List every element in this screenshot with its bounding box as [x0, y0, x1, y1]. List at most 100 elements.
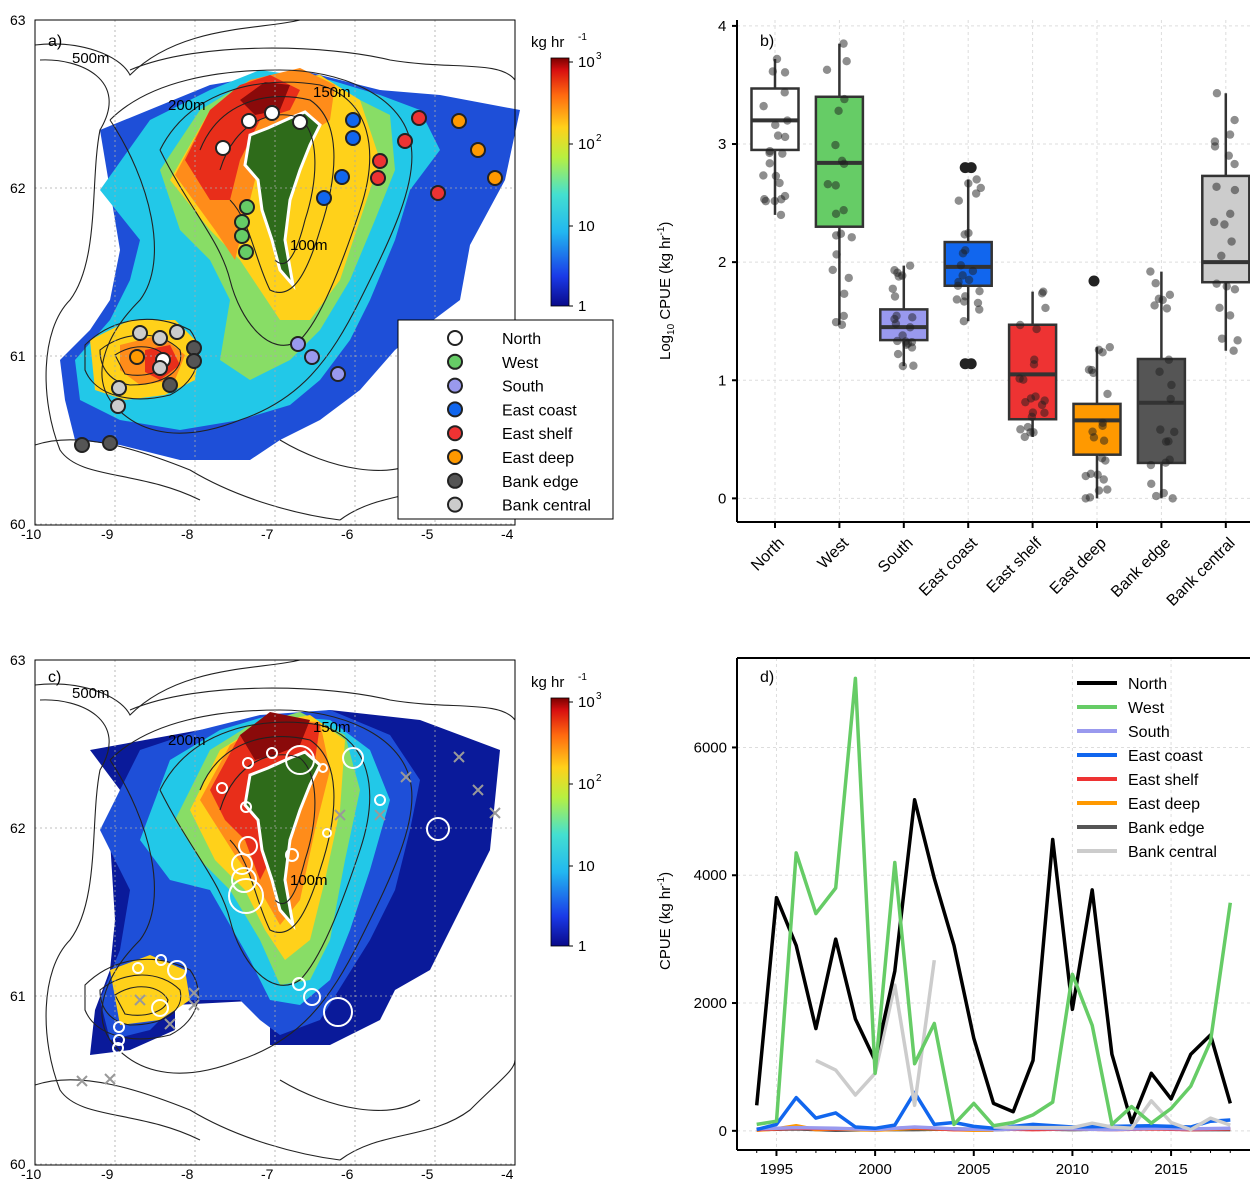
- map-y-tick: 60: [10, 516, 26, 532]
- data-point: [772, 54, 782, 64]
- station-marker: [451, 113, 467, 129]
- data-point: [1226, 209, 1235, 218]
- panel-a-map: 500m 200m 150m 100m -10 -9 -8 -7 -6 -5 -4 63 62 61 60 k…: [10, 12, 614, 542]
- box-7: [1201, 89, 1250, 355]
- panel-a-label: a): [48, 33, 62, 50]
- series-line-north: [754, 798, 1232, 1125]
- map-x-tick: -4: [501, 526, 514, 542]
- contour-label: 500m: [72, 685, 110, 702]
- y-tick-label: 6000: [694, 739, 727, 756]
- data-point: [1151, 491, 1161, 501]
- data-point: [1230, 185, 1240, 195]
- cpue-circle: [342, 747, 364, 769]
- zero-catch-cross: [134, 994, 146, 1006]
- colorbar-tick-label: 1: [578, 298, 586, 315]
- legend-label: East deep: [1128, 796, 1200, 813]
- y-axis-title: CPUE (kg hr-1): [656, 872, 674, 970]
- colorbar-tick-label: 10: [578, 218, 595, 235]
- contour-label: 150m: [313, 719, 351, 736]
- data-point: [1151, 279, 1160, 288]
- data-point: [1029, 428, 1038, 437]
- colorbar-title: kg hr: [531, 34, 564, 51]
- data-point: [780, 68, 790, 77]
- contour-500m-west: [39, 699, 201, 1141]
- station-marker: [102, 435, 118, 451]
- station-marker: [264, 105, 280, 121]
- contour-label: 200m: [168, 732, 206, 749]
- zero-catch-cross: [472, 784, 484, 796]
- colorbar-tick-label: 10: [578, 858, 595, 875]
- field-darkred: [240, 82, 290, 115]
- data-point: [783, 116, 792, 125]
- data-point: [972, 175, 981, 184]
- data-point: [975, 305, 984, 314]
- contour-label: 100m: [290, 237, 328, 254]
- x-tick-label: West: [815, 534, 853, 572]
- panel-c-map: 500m 200m 150m 100m -10 -9 -8 -7 -6 -5 -4 63 62 61 60 k…: [10, 652, 602, 1182]
- data-point: [834, 106, 843, 116]
- legend-label: Bank central: [502, 498, 591, 515]
- colorbar-title-exponent: -1: [578, 672, 587, 683]
- data-point: [1098, 348, 1107, 357]
- data-point: [1094, 486, 1104, 495]
- x-tick-label: East deep: [1047, 535, 1110, 598]
- panel-c-label: c): [48, 669, 61, 686]
- y-tick-label: 1: [718, 372, 726, 389]
- data-point: [832, 250, 841, 259]
- data-point: [1212, 182, 1221, 191]
- zero-catch-cross: [188, 987, 200, 999]
- station-marker: [330, 366, 346, 382]
- data-point: [1037, 289, 1047, 298]
- y-tick-label: 0: [718, 490, 726, 507]
- data-point: [1030, 355, 1039, 364]
- box-4: [1007, 287, 1058, 442]
- data-point: [844, 273, 853, 283]
- colorbar-tick-label: 1: [578, 938, 586, 955]
- legend-box: [397, 319, 614, 520]
- map-frame: [34, 659, 516, 1166]
- colorbar-tick-label: 10: [578, 136, 595, 153]
- colorbar: [550, 57, 570, 307]
- cpue-circle: [240, 801, 252, 813]
- data-point: [1210, 142, 1220, 151]
- data-point: [759, 171, 768, 180]
- data-point: [905, 323, 915, 332]
- cpue-circle: [292, 977, 306, 991]
- box-body: [1007, 323, 1058, 421]
- data-point: [1168, 494, 1177, 503]
- legend-label: East coast: [1128, 748, 1203, 765]
- x-tick-label: South: [875, 535, 917, 577]
- y-tick-label: 3: [718, 136, 726, 153]
- station-marker: [162, 377, 178, 393]
- data-point: [1098, 421, 1107, 431]
- station-marker: [74, 437, 90, 453]
- colorbar-tick-label: 10: [578, 694, 595, 711]
- data-point: [831, 181, 840, 190]
- legend-label: West: [1128, 700, 1165, 717]
- data-point: [760, 194, 769, 204]
- cpue-circle: [374, 794, 386, 806]
- legend-label: Bank central: [1128, 844, 1217, 861]
- data-point: [1146, 460, 1156, 470]
- data-point: [1229, 346, 1238, 355]
- map-x-tick: -8: [181, 1166, 194, 1182]
- data-point: [1217, 251, 1226, 261]
- map-x-tick: -10: [21, 1166, 41, 1182]
- contour-100m: [199, 95, 335, 293]
- outlier-point: [965, 358, 977, 370]
- cpue-circle: [322, 828, 332, 838]
- data-point: [898, 361, 908, 371]
- data-point: [1103, 485, 1112, 494]
- data-point: [780, 88, 789, 97]
- station-marker: [129, 349, 145, 365]
- data-point: [961, 292, 970, 301]
- map-x-tick: -5: [421, 1166, 434, 1182]
- data-point: [839, 205, 848, 215]
- x-tick-label: 2015: [1154, 1161, 1187, 1178]
- contour-label: 100m: [290, 872, 328, 889]
- zero-catch-cross: [164, 1018, 176, 1030]
- x-tick-label: 1995: [760, 1161, 793, 1178]
- x-tick-label: Bank edge: [1108, 535, 1174, 601]
- data-point: [956, 261, 966, 270]
- data-point: [1233, 336, 1242, 345]
